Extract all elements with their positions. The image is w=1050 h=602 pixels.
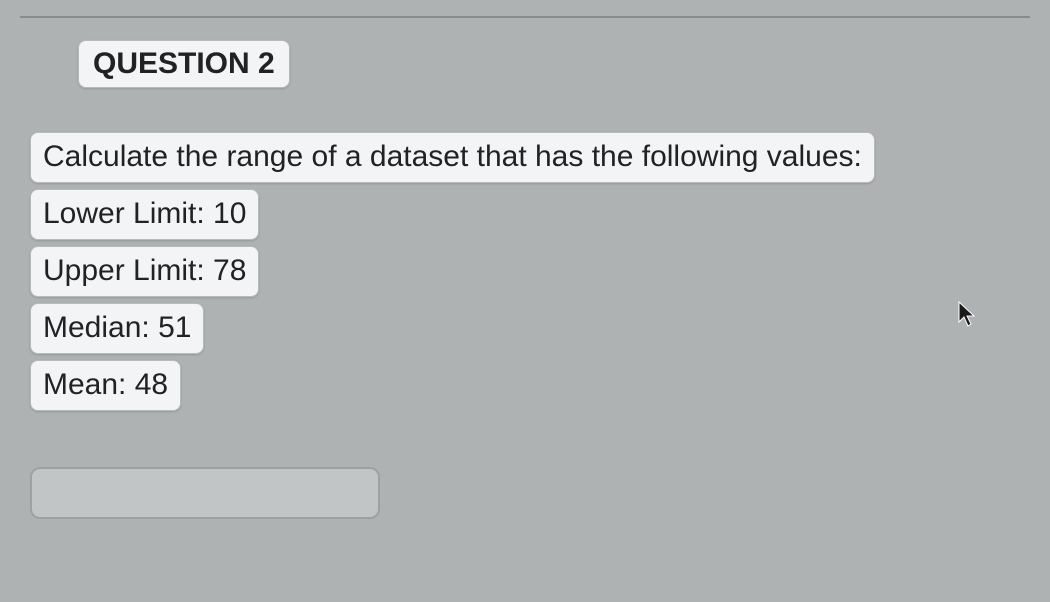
divider-top	[20, 16, 1030, 18]
question-container: QUESTION 2 Calculate the range of a data…	[78, 40, 1014, 519]
cursor-icon	[956, 300, 978, 328]
answer-input[interactable]	[30, 467, 380, 519]
question-body: Calculate the range of a dataset that ha…	[30, 132, 1014, 519]
question-title: QUESTION 2	[78, 40, 290, 88]
question-prompt: Calculate the range of a dataset that ha…	[30, 132, 875, 183]
lower-limit-text: Lower Limit: 10	[30, 189, 259, 240]
upper-limit-text: Upper Limit: 78	[30, 246, 259, 297]
median-text: Median: 51	[30, 303, 204, 354]
mean-text: Mean: 48	[30, 360, 181, 411]
